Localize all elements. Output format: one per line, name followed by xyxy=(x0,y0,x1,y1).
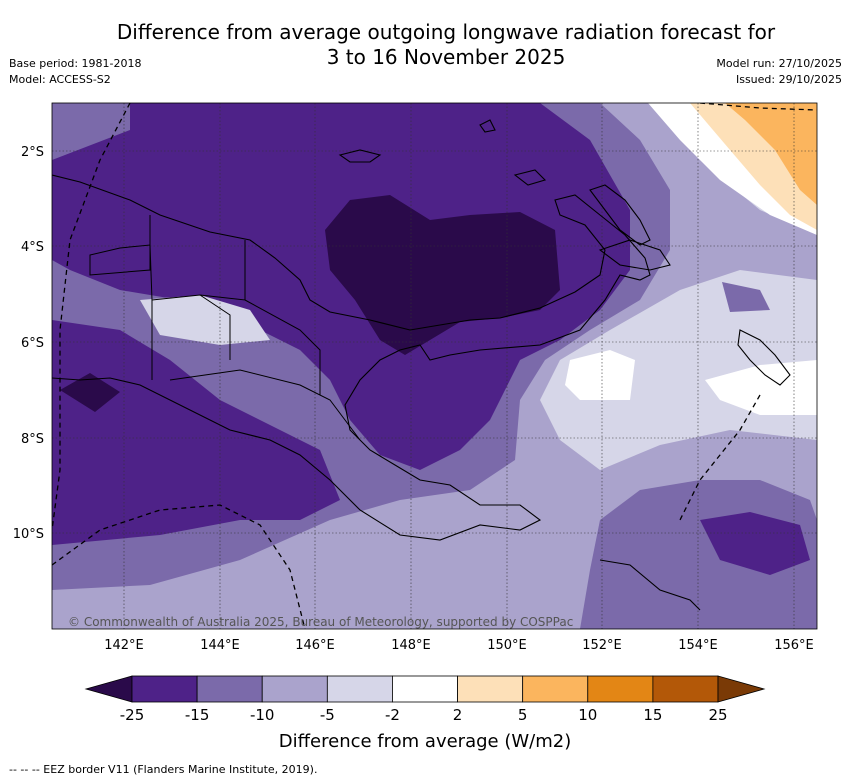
eez-borders xyxy=(52,103,817,629)
colorbar-extension-low xyxy=(84,675,133,703)
colorbar-tick-label: -25 xyxy=(120,706,145,724)
lat-label: 10°S xyxy=(13,527,44,542)
lon-label: 148°E xyxy=(391,638,431,653)
lat-label: 6°S xyxy=(21,336,44,351)
colorbar-segment xyxy=(261,675,328,703)
png-province-borders xyxy=(151,240,361,441)
colorbar-tick-label: 15 xyxy=(643,706,662,724)
louisiade-islands-coastline xyxy=(599,559,701,611)
anomaly-band-white-east xyxy=(565,350,635,400)
anomaly-band-darkest-purple-west xyxy=(60,373,120,412)
latitude-labels: 2°S 4°S 6°S 8°S 10°S xyxy=(13,145,44,542)
longitude-labels: 142°E 144°E 146°E 148°E 150°E 152°E 154°… xyxy=(104,638,814,653)
new-britain-coastline xyxy=(598,239,671,271)
new-ireland-coastline xyxy=(589,184,651,246)
colorbar-tick-label: 2 xyxy=(453,706,463,724)
anomaly-band-deep-purple xyxy=(52,103,630,470)
anomaly-band-deep-purple-se xyxy=(700,512,810,575)
colorbar-extension-high xyxy=(717,675,766,703)
colorbar-tick-label: 25 xyxy=(708,706,727,724)
colorbar-tick-label: -15 xyxy=(185,706,210,724)
chart-title: Difference from average outgoing longwav… xyxy=(0,20,850,70)
colorbar-tick-label: -5 xyxy=(320,706,335,724)
colorbar-segment xyxy=(326,675,393,703)
colorbar-tick-label: -2 xyxy=(385,706,400,724)
anomaly-band-mid-purple-ne xyxy=(722,282,770,312)
colorbar-label: Difference from average (W/m2) xyxy=(279,731,571,752)
copyright-text: © Commonwealth of Australia 2025, Bureau… xyxy=(68,615,573,629)
eez-note: -- -- -- EEZ border V11 (Flanders Marine… xyxy=(9,763,318,776)
colorbar-tick-label: 10 xyxy=(578,706,597,724)
colorbar-segment xyxy=(522,675,589,703)
colorbar-segment xyxy=(392,675,458,703)
new-guinea-coastline xyxy=(52,174,651,541)
bougainville-coastline xyxy=(737,329,791,386)
anomaly-band-light-patch-west xyxy=(140,295,270,345)
lat-label: 2°S xyxy=(21,145,44,160)
anomaly-band-white-ne xyxy=(648,103,817,235)
eez-border-south xyxy=(52,504,306,629)
anomaly-band-darkest-purple xyxy=(325,195,560,355)
title-line-1: Difference from average outgoing longwav… xyxy=(116,20,776,44)
lon-label: 154°E xyxy=(678,638,718,653)
mussau-island-coastline xyxy=(513,169,547,186)
lon-label: 142°E xyxy=(104,638,144,653)
model-text: Model: ACCESS-S2 xyxy=(9,73,111,86)
map-frame xyxy=(51,102,818,630)
lat-label: 8°S xyxy=(21,432,44,447)
eez-border-southeast xyxy=(679,394,761,521)
title-line-2: 3 to 16 November 2025 xyxy=(326,45,566,69)
colorbar-tick-label: 5 xyxy=(518,706,528,724)
colorbar-segment xyxy=(131,675,198,703)
coastlines xyxy=(52,119,791,611)
issued-text: Issued: 29/10/2025 xyxy=(735,73,842,86)
eez-border-east xyxy=(699,103,817,111)
lon-label: 150°E xyxy=(487,638,527,653)
manus-island-coastline xyxy=(338,149,382,163)
colorbar: -25 -15 -10 -5 -2 2 5 10 15 25 xyxy=(84,675,766,724)
png-indonesia-border xyxy=(89,215,153,380)
lon-label: 144°E xyxy=(200,638,240,653)
meta-right: Model run: 27/10/2025 Issued: 29/10/2025 xyxy=(716,56,842,88)
graticule xyxy=(52,103,817,629)
lon-label: 156°E xyxy=(774,638,814,653)
base-period-text: Base period: 1981-2018 xyxy=(9,57,142,70)
olr-anomaly-field xyxy=(52,103,817,629)
lon-label: 152°E xyxy=(582,638,622,653)
colorbar-segment xyxy=(457,675,524,703)
colorbar-segment xyxy=(652,675,719,703)
eez-border-west xyxy=(52,103,131,531)
model-run-text: Model run: 27/10/2025 xyxy=(716,57,842,70)
islands-ne-coastline xyxy=(479,119,496,133)
land-borders xyxy=(89,215,361,441)
colorbar-segment xyxy=(587,675,654,703)
colorbar-tick-label: -10 xyxy=(250,706,275,724)
lat-label: 4°S xyxy=(21,240,44,255)
lon-label: 146°E xyxy=(295,638,335,653)
meta-left: Base period: 1981-2018 Model: ACCESS-S2 xyxy=(9,56,141,88)
colorbar-segment xyxy=(196,675,263,703)
